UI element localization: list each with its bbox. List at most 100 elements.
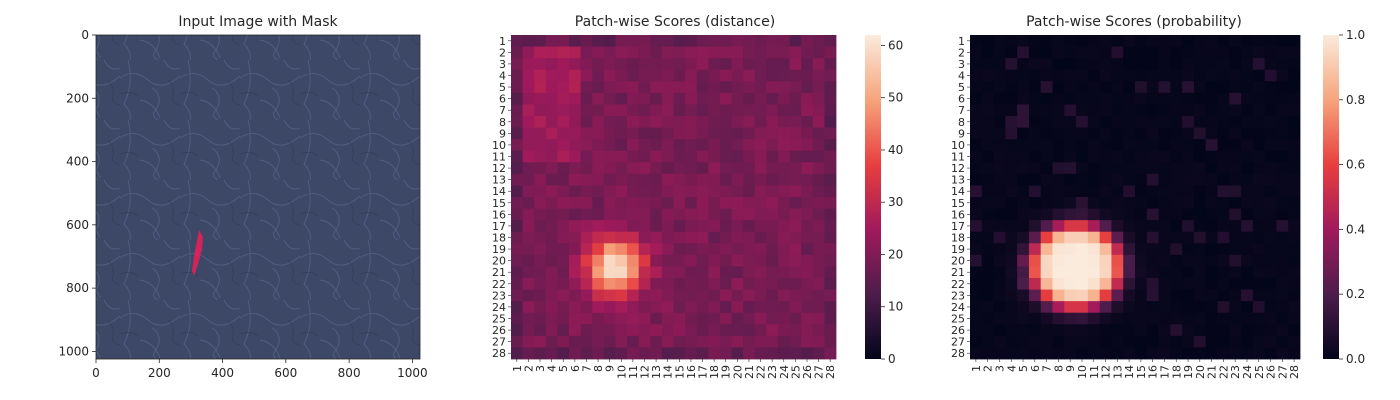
heatmap-cell (1005, 185, 1018, 198)
heatmap-cell (1252, 312, 1266, 325)
heatmap-cell (1276, 127, 1289, 140)
heatmap-cell (789, 266, 802, 279)
heatmap-cell (1217, 289, 1230, 302)
row-tick-label: 27 (492, 336, 506, 349)
heatmap-cell (615, 231, 628, 244)
heatmap-cell (1252, 150, 1266, 163)
heatmap-cell (1005, 46, 1018, 59)
heatmap-cell (1264, 162, 1277, 175)
heatmap-cell (1123, 127, 1136, 140)
col-tick-label: 17 (697, 365, 710, 379)
heatmap-cell (696, 35, 709, 47)
heatmap-cell (615, 162, 628, 175)
heatmap-cell (812, 254, 825, 267)
heatmap-cell (638, 69, 651, 82)
heatmap-cell (685, 185, 698, 198)
heatmap-cell (1241, 335, 1254, 348)
heatmap-cell (1052, 301, 1065, 314)
heatmap-cell (1135, 35, 1148, 47)
heatmap-cell (1146, 81, 1159, 94)
heatmap-cell (661, 58, 674, 71)
heatmap-cell (1005, 231, 1018, 244)
heatmap-cell (719, 104, 732, 117)
heatmap-cell (708, 92, 721, 105)
heatmap-cell (650, 81, 663, 94)
heatmap-cell (522, 220, 535, 233)
heatmap-cell (661, 278, 674, 290)
heatmap-cell (1229, 301, 1242, 314)
heatmap-cell (1005, 58, 1018, 71)
heatmap-cell (1205, 35, 1218, 47)
heatmap-cell (801, 116, 814, 128)
heatmap-cell (1229, 324, 1242, 337)
heatmap-cell (661, 162, 674, 175)
heatmap-cell (1276, 46, 1289, 59)
heatmap-cell (603, 162, 616, 175)
heatmap-cell (1205, 150, 1218, 163)
heatmap-cell (812, 127, 825, 140)
heatmap-cell (812, 81, 825, 94)
heatmap-cell (1040, 150, 1053, 163)
heatmap-cell (592, 301, 605, 314)
heatmap-cell (557, 312, 570, 325)
heatmap-cell (1241, 150, 1254, 163)
heatmap-cell (696, 81, 709, 94)
heatmap-cell (1264, 46, 1277, 59)
heatmap-cell (1241, 301, 1254, 314)
heatmap-cell (696, 347, 709, 360)
row-tick-label: 10 (492, 139, 506, 152)
heatmap-cell (1264, 104, 1277, 117)
heatmap-cell (1040, 116, 1053, 128)
heatmap-cell (696, 185, 709, 198)
heatmap-cell (696, 254, 709, 267)
heatmap-cell (673, 266, 686, 279)
heatmap-cell (1252, 301, 1266, 314)
heatmap-cell (603, 243, 616, 256)
heatmap-cell (743, 335, 756, 348)
heatmap-cell (685, 301, 698, 314)
heatmap-cell (1158, 254, 1171, 267)
heatmap-cell (1028, 254, 1042, 267)
heatmap-cell (627, 324, 640, 337)
heatmap-cell (569, 127, 582, 140)
row-tick-label: 8 (499, 116, 506, 129)
heatmap-cell (569, 231, 582, 244)
heatmap-cell (1099, 46, 1112, 59)
heatmap-cell (993, 185, 1006, 198)
heatmap-cell (592, 58, 605, 71)
heatmap-cell (1146, 266, 1159, 279)
heatmap-cell (1028, 301, 1042, 314)
heatmap-cell (534, 289, 547, 302)
heatmap-cell (1205, 312, 1218, 325)
heatmap-cell (1276, 116, 1289, 128)
heatmap-cell (1111, 81, 1124, 94)
heatmap-cell (789, 139, 802, 152)
heatmap-cell (1040, 335, 1053, 348)
heatmap-cell (824, 289, 837, 302)
heatmap-cell (1182, 254, 1195, 267)
heatmap-cell (1028, 278, 1042, 290)
heatmap-cell (812, 58, 825, 71)
heatmap-cell (569, 335, 582, 348)
heatmap-cell (661, 289, 674, 302)
heatmap-cell (1217, 116, 1230, 128)
heatmap-cell (1099, 278, 1112, 290)
heatmap-cell (638, 301, 651, 314)
heatmap-cell (569, 162, 582, 175)
heatmap-cell (569, 185, 582, 198)
heatmap-cell (1052, 185, 1065, 198)
heatmap-cell (511, 197, 524, 209)
heatmap-cell (1087, 116, 1101, 128)
heatmap-cell (545, 266, 558, 279)
heatmap-cell (789, 46, 802, 59)
heatmap-cell (1182, 81, 1195, 94)
heatmap-cell (534, 127, 547, 140)
heatmap-cell (731, 150, 744, 163)
col-tick-label: 8 (592, 365, 605, 372)
heatmap-cell (638, 324, 651, 337)
heatmap-cell (981, 347, 994, 360)
heatmap-cell (1288, 185, 1301, 198)
heatmap-cell (615, 69, 628, 82)
heatmap-cell (824, 104, 837, 117)
heatmap-cell (696, 92, 709, 105)
